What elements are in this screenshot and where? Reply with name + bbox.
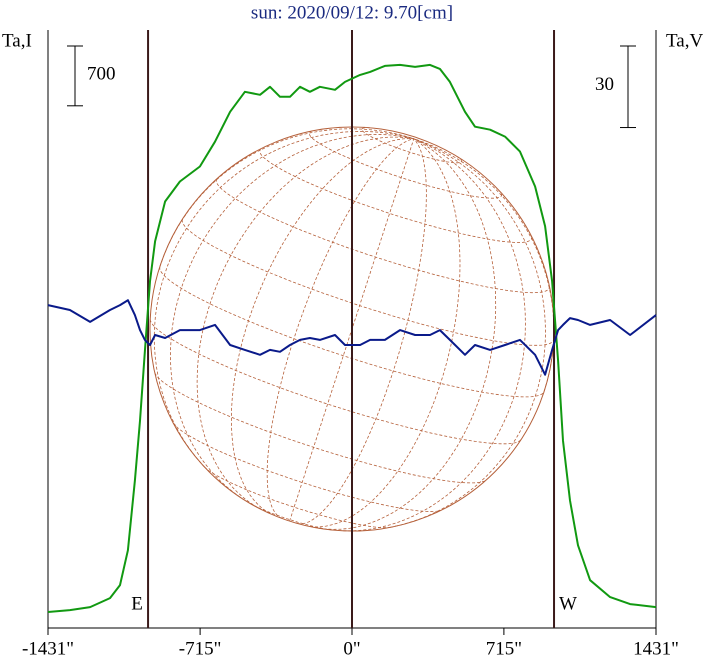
grid-curve xyxy=(297,138,427,525)
y2-axis-label: Ta,V xyxy=(666,30,703,51)
x-tick-label: 0" xyxy=(343,638,360,659)
grid-curve xyxy=(159,266,545,398)
grid-curve xyxy=(204,466,391,529)
y-axis-label: Ta,I xyxy=(2,30,32,51)
series-line xyxy=(47,299,657,376)
x-tick-label: -715" xyxy=(179,638,222,659)
grid-curve xyxy=(153,130,414,468)
x-tick-label: -1431" xyxy=(22,638,74,659)
grid-curve xyxy=(361,127,462,164)
grid-curve xyxy=(149,319,522,445)
grid-curve xyxy=(318,138,497,530)
x-tick-label: 715" xyxy=(486,638,522,659)
grid-curve xyxy=(309,138,461,528)
grid-curve xyxy=(308,130,503,199)
scale-label: 700 xyxy=(87,63,116,84)
grid-curve xyxy=(231,138,414,514)
grid-curve xyxy=(289,138,415,522)
chart-title: sun: 2020/09/12: 9.70[cm] xyxy=(251,2,453,23)
grid-curve xyxy=(172,422,442,513)
grid-curve xyxy=(249,502,333,531)
limb-label: W xyxy=(559,593,577,614)
grid-curve xyxy=(196,136,414,511)
x-tick-label: 1431" xyxy=(633,638,679,659)
limb-label: E xyxy=(131,593,143,614)
grid-curve xyxy=(181,219,554,346)
scale-label: 30 xyxy=(595,74,614,95)
grid-curve xyxy=(154,372,487,484)
grid-curve xyxy=(266,138,414,519)
grid-curve xyxy=(169,133,414,498)
grid-curve xyxy=(215,178,550,294)
grid-curve xyxy=(390,138,546,528)
